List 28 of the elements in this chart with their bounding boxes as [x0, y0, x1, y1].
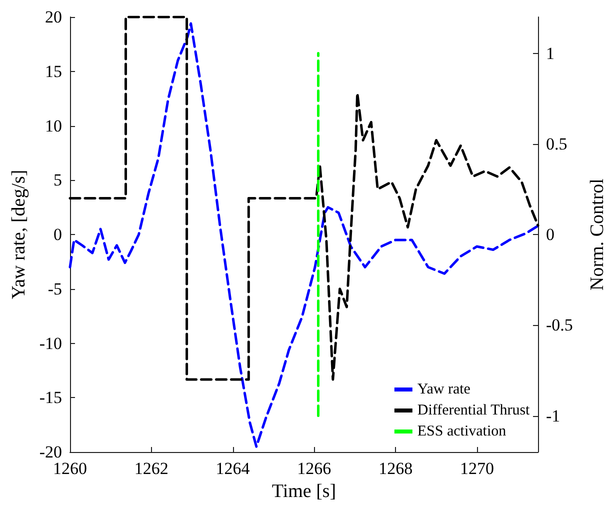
line-series: [68, 16, 540, 381]
y-tick-label: 15: [45, 62, 62, 81]
y2-axis-title: Norm. Control: [587, 178, 608, 290]
legend-label: Yaw rate: [417, 382, 471, 398]
y2-tick-label: -0.5: [546, 316, 573, 335]
x-tick-label: 1268: [378, 459, 413, 478]
y-tick-label: 20: [45, 8, 62, 26]
y-tick-label: 0: [54, 225, 62, 244]
y-tick-label: -15: [39, 388, 62, 408]
x-tick-label: 1264: [216, 459, 250, 478]
y-axis-title: Yaw rate, [deg/s]: [8, 170, 30, 300]
y2-tick-label: 0: [546, 225, 554, 244]
y2-tick-label: 1: [546, 44, 554, 63]
x-tick-label: 1270: [460, 459, 494, 478]
y-tick-label: -20: [39, 442, 62, 462]
y2-tick-label: -1: [546, 406, 560, 426]
legend-label: Differential Thrust: [417, 402, 531, 418]
y2-tick-label: 0.5: [546, 134, 568, 154]
x-tick-label: 1262: [134, 459, 168, 478]
line-series: [68, 22, 540, 448]
x-tick-label: 1260: [53, 459, 87, 478]
y-tick-label: 5: [54, 170, 62, 190]
y-tick-label: 10: [45, 116, 62, 136]
y-tick-label: -10: [39, 334, 62, 353]
legend-label: ESS activation: [417, 424, 507, 440]
x-tick-label: 1266: [297, 459, 332, 478]
y-tick-label: -5: [48, 279, 62, 298]
x-axis-title: Time [s]: [272, 481, 336, 502]
